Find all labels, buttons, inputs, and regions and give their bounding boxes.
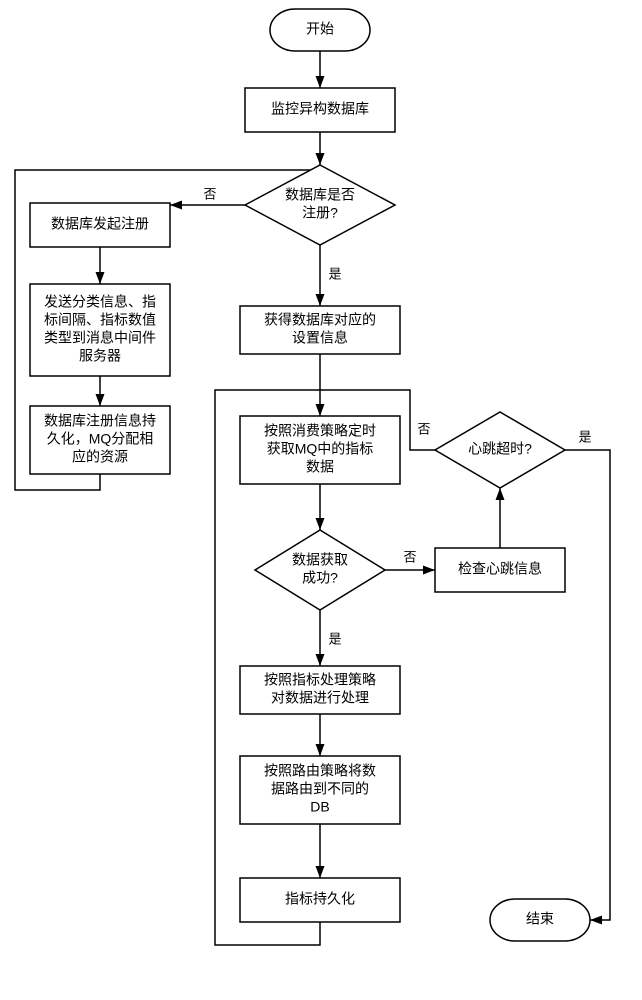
node-label-persist: 应的资源 <box>72 449 128 465</box>
node-label-d_to: 心跳超时? <box>468 441 532 457</box>
node-label-fetch: 获取MQ中的指标 <box>267 441 374 457</box>
node-label-fetch: 按照消费策略定时 <box>264 423 376 439</box>
svg-text:否: 否 <box>403 549 416 564</box>
svg-text:是: 是 <box>578 429 591 444</box>
svg-text:是: 是 <box>328 631 341 646</box>
node-label-persist: 数据库注册信息持 <box>44 413 156 429</box>
node-label-route: 按照路由策略将数 <box>264 763 376 779</box>
node-label-d_ok: 成功? <box>302 570 338 586</box>
svg-text:否: 否 <box>417 421 430 436</box>
svg-text:是: 是 <box>328 266 341 281</box>
node-label-d_ok: 数据获取 <box>292 552 348 568</box>
node-label-send: 类型到消息中间件 <box>44 330 156 346</box>
node-label-checkhb: 检查心跳信息 <box>458 561 542 577</box>
node-label-getinfo: 获得数据库对应的 <box>264 312 376 328</box>
node-label-d_reg: 数据库是否 <box>285 187 355 203</box>
node-label-reg: 数据库发起注册 <box>51 216 149 232</box>
node-label-monitor: 监控异构数据库 <box>271 101 369 117</box>
svg-text:否: 否 <box>203 186 216 201</box>
node-label-getinfo: 设置信息 <box>292 330 348 346</box>
node-label-fetch: 数据 <box>306 459 334 475</box>
node-label-final: 指标持久化 <box>285 891 355 907</box>
flowchart-svg: 否是否否是是开始监控异构数据库数据库是否注册?数据库发起注册发送分类信息、指标间… <box>0 0 642 1000</box>
node-label-start: 开始 <box>306 21 334 37</box>
node-label-persist: 久化，MQ分配相 <box>47 431 154 447</box>
node-label-process: 对数据进行处理 <box>271 690 369 706</box>
node-label-end: 结束 <box>526 911 554 927</box>
node-label-d_reg: 注册? <box>302 205 338 221</box>
node-label-process: 按照指标处理策略 <box>264 672 376 688</box>
node-label-route: DB <box>310 799 329 815</box>
node-label-send: 发送分类信息、指 <box>44 294 156 310</box>
node-label-send: 服务器 <box>79 348 121 364</box>
node-label-send: 标间隔、指标数值 <box>44 312 156 328</box>
node-label-route: 据路由到不同的 <box>271 781 369 797</box>
